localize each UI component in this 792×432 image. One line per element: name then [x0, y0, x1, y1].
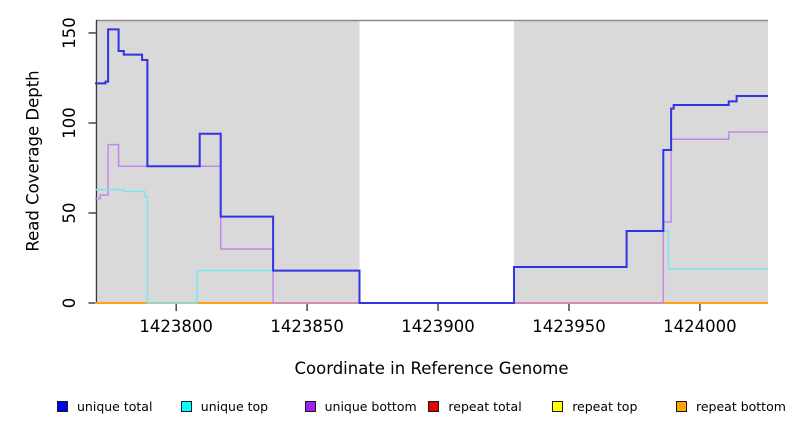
- plot-area: 0 50 100 150 1423800 1423850 1423900 1423950 142…: [60, 17, 768, 336]
- series-line-unique-bottom: [95, 131, 768, 304]
- y-tick-label: 100: [60, 107, 79, 138]
- legend-item-unique-top: unique top: [180, 396, 305, 416]
- y-tick-label: 0: [60, 298, 79, 309]
- legend-swatch: [180, 400, 192, 412]
- y-tick-label: 50: [60, 202, 79, 223]
- legend-item-unique-total: unique total: [57, 396, 181, 416]
- legend-label: repeat top: [572, 398, 638, 414]
- legend-label: unique top: [200, 398, 269, 414]
- legend-label: repeat total: [448, 398, 522, 414]
- legend-swatch: [675, 400, 687, 412]
- legend-swatch: [57, 400, 68, 412]
- x-tick-label: 1423950: [532, 317, 606, 336]
- legend-swatch: [304, 400, 316, 412]
- highlight-region: [97, 20, 360, 303]
- x-tick-label: 1423900: [401, 317, 475, 336]
- legend-item-unique-bottom: unique bottom: [304, 396, 429, 416]
- legend: unique total unique top unique bottom repea…: [57, 396, 792, 416]
- series-line-unique-total: [95, 28, 768, 304]
- legend-swatch: [428, 400, 440, 412]
- x-tick-label: 1424000: [663, 317, 737, 336]
- legend-item-repeat-top: repeat top: [552, 396, 676, 416]
- x-axis-title: Coordinate in Reference Genome: [294, 359, 569, 378]
- legend-label: repeat bottom: [695, 398, 786, 414]
- legend-item-repeat-bottom: repeat bottom: [675, 396, 792, 416]
- legend-label: unique total: [77, 398, 153, 414]
- x-tick-label: 1423800: [139, 317, 213, 336]
- y-axis-title: Read Coverage Depth: [23, 70, 43, 252]
- highlight-region: [513, 20, 768, 303]
- legend-item-repeat-total: repeat total: [428, 396, 552, 416]
- y-tick-label: 150: [60, 17, 79, 49]
- x-tick-label: 1423850: [270, 317, 344, 336]
- legend-label: unique bottom: [324, 398, 417, 414]
- legend-swatch: [552, 400, 564, 412]
